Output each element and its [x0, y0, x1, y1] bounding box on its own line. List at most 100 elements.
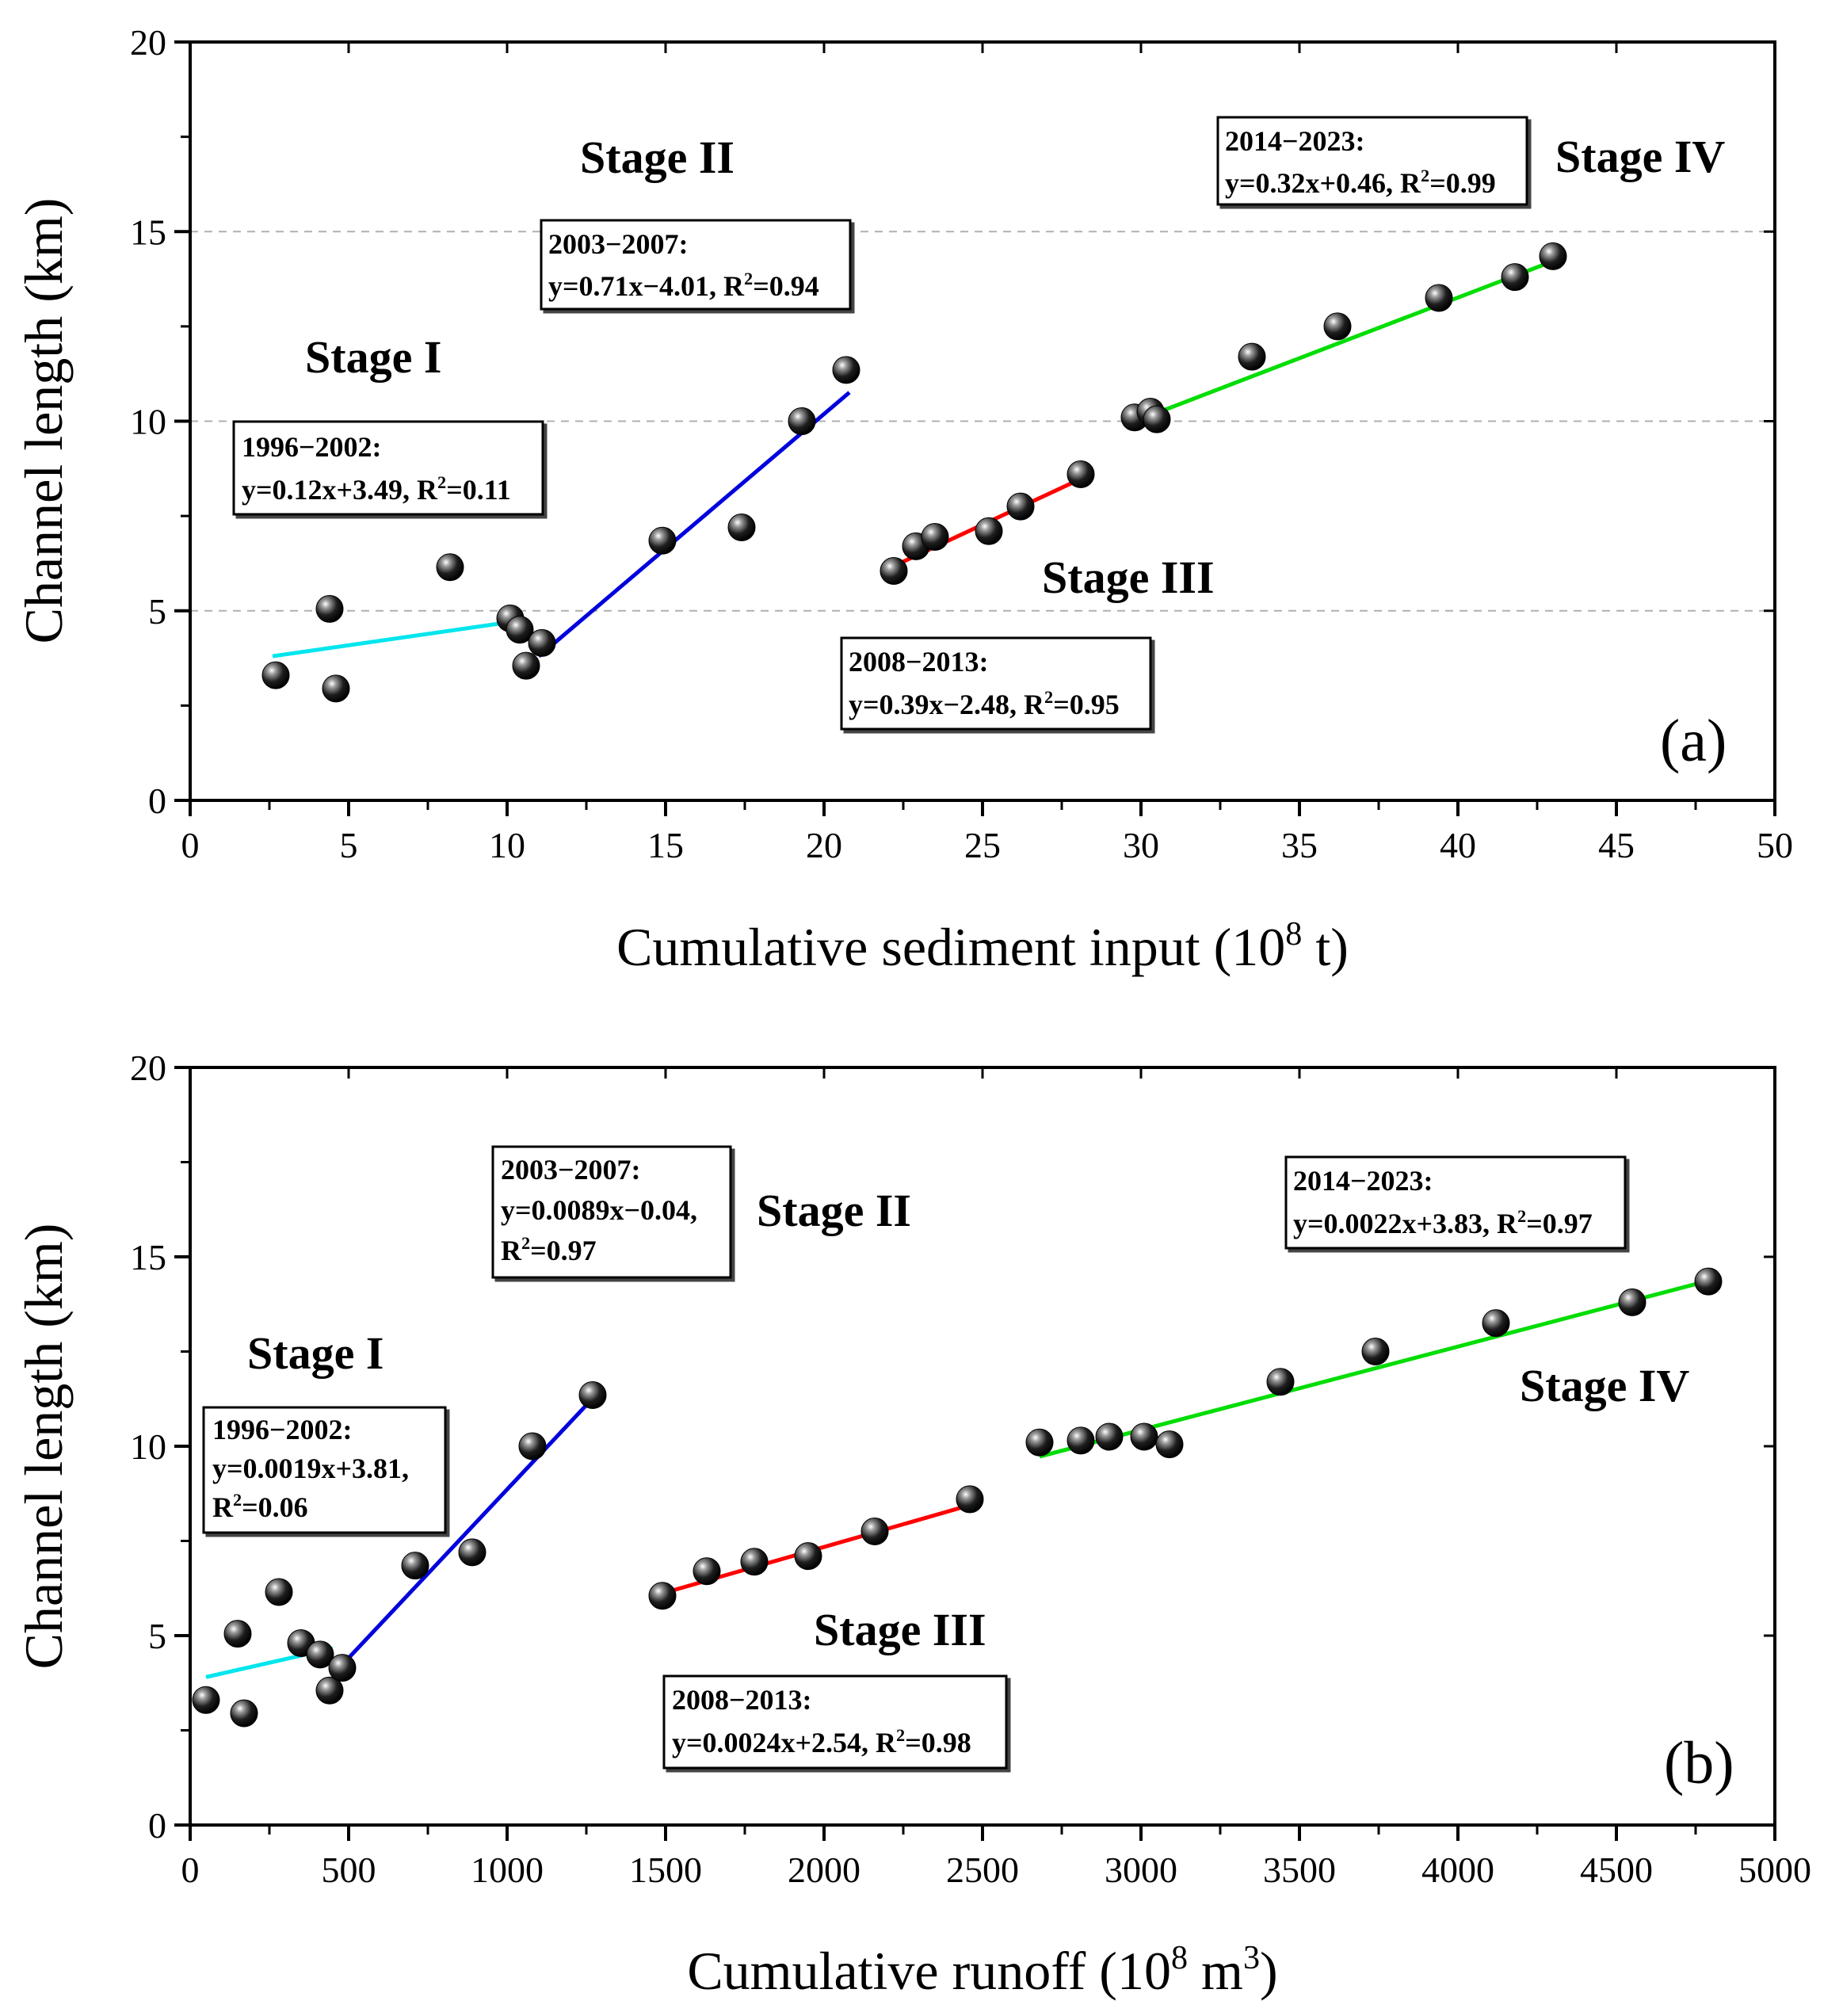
equation-box-iv-a: 2014−2023: y=0.32x+0.46, R2=0.99 — [1216, 116, 1528, 206]
x-tick-label-b: 1000 — [471, 1850, 544, 1890]
data-point-a — [1238, 342, 1266, 371]
equation-period-ii-b: 2003−2007: — [501, 1154, 641, 1186]
x-tick-label-b: 4000 — [1421, 1850, 1494, 1890]
x-tick-label-a: 40 — [1440, 825, 1476, 865]
data-point-a — [1006, 492, 1035, 521]
equation-box-iv-b: 2014−2023: y=0.0022x+3.83, R2=0.97 — [1284, 1155, 1627, 1250]
stage-label-i-a: Stage I — [305, 331, 441, 383]
stage-label-iii-b: Stage III — [814, 1604, 986, 1655]
data-point-a — [528, 628, 556, 657]
x-tick-label-b: 1500 — [629, 1850, 702, 1890]
y-tick-label-b: 5 — [148, 1616, 166, 1656]
x-tick-label-b: 4500 — [1580, 1850, 1653, 1890]
chart-panel-b: 0 500 1000 1500 2000 2500 3000 3500 4000 4500 5000… — [13, 1048, 1811, 2001]
x-tick-label-b: 5000 — [1738, 1850, 1811, 1890]
data-point-b — [306, 1640, 334, 1669]
data-point-a — [975, 517, 1003, 545]
data-point-b — [223, 1620, 252, 1648]
x-tick-label-a: 0 — [181, 825, 200, 865]
data-point-a — [1501, 263, 1529, 292]
data-point-a — [1323, 312, 1352, 341]
data-point-b — [518, 1432, 547, 1460]
data-point-a — [322, 674, 350, 703]
data-point-a — [921, 522, 949, 551]
data-point-a — [506, 616, 534, 644]
fit-line-stage-4-a — [1134, 257, 1560, 424]
equation-formula-iii-a: y=0.39x−2.48, R2=0.95 — [849, 687, 1120, 720]
equation-box-i-b: 1996−2002: y=0.0019x+3.81, R2=0.06 — [202, 1406, 447, 1534]
data-point-b — [1361, 1338, 1390, 1365]
equation-formula-i-b: y=0.0019x+3.81, — [212, 1453, 409, 1484]
x-tick-label-a: 10 — [489, 825, 525, 865]
ticks-b: 0 500 1000 1500 2000 2500 3000 3500 4000 4500 5000… — [130, 1048, 1811, 1890]
equation-formula-iii-b: y=0.0024x+2.54, R2=0.98 — [672, 1725, 971, 1758]
equation-r2-i-b: R2=0.06 — [212, 1490, 308, 1523]
data-point-b — [1066, 1426, 1095, 1455]
equation-formula-ii-b: y=0.0089x−0.04, — [501, 1194, 697, 1226]
equation-box-iii-a: 2008−2013: y=0.39x−2.48, R2=0.95 — [840, 636, 1152, 731]
y-axis-label-a: Channel length (km) — [13, 198, 74, 644]
data-point-a — [648, 526, 677, 555]
y-tick-label-a: 5 — [148, 591, 166, 632]
data-point-a — [1066, 460, 1095, 488]
y-axis-label-b: Channel length (km) — [13, 1224, 74, 1670]
data-point-a — [315, 594, 344, 623]
data-point-b — [1095, 1422, 1124, 1451]
equation-box-ii-b: 2003−2007: y=0.0089x−0.04, R2=0.97 — [491, 1145, 732, 1279]
x-tick-label-b: 2500 — [946, 1850, 1019, 1890]
equation-period-ii-a: 2003−2007: — [548, 228, 689, 260]
x-tick-label-a: 15 — [647, 825, 684, 865]
data-point-b — [265, 1578, 293, 1606]
data-point-b — [328, 1654, 357, 1682]
y-tick-label-a: 10 — [130, 402, 166, 442]
x-tick-label-a: 5 — [340, 825, 358, 865]
x-axis-label-b: Cumulative runoff (108 m3) — [687, 1939, 1277, 2001]
data-point-b — [315, 1676, 344, 1705]
data-point-b — [1618, 1288, 1646, 1316]
equation-formula-iv-a: y=0.32x+0.46, R2=0.99 — [1225, 166, 1496, 199]
data-point-b — [693, 1557, 721, 1586]
data-point-b — [1694, 1267, 1723, 1296]
equation-formula-i-a: y=0.12x+3.49, R2=0.11 — [242, 472, 511, 506]
data-point-a — [261, 661, 290, 689]
x-tick-label-a: 50 — [1757, 825, 1793, 865]
data-point-a — [880, 557, 908, 586]
data-point-b — [458, 1538, 487, 1567]
stage-label-ii-a: Stage II — [580, 132, 735, 183]
data-point-a — [727, 513, 756, 541]
data-points-a — [261, 242, 1567, 703]
equation-formula-ii-a: y=0.71x−4.01, R2=0.94 — [548, 269, 819, 302]
chart-panel-a: 0 5 10 15 20 25 30 35 40 45 50 0 5 10 15 20 Stage I Sta… — [13, 22, 1793, 977]
equation-formula-iv-b: y=0.0022x+3.83, R2=0.97 — [1293, 1206, 1593, 1239]
data-point-b — [740, 1548, 769, 1576]
data-point-a — [788, 407, 816, 435]
y-tick-label-b: 10 — [130, 1426, 166, 1467]
stage-label-i-b: Stage I — [247, 1327, 383, 1379]
stage-label-ii-b: Stage II — [757, 1185, 911, 1236]
y-tick-label-b: 0 — [148, 1805, 166, 1846]
fit-line-stage-2-b — [338, 1393, 597, 1670]
equation-period-iv-a: 2014−2023: — [1225, 125, 1365, 157]
x-axis-label-a: Cumulative sediment input (108 t) — [616, 915, 1349, 977]
y-tick-label-a: 0 — [148, 781, 166, 821]
y-tick-label-b: 15 — [130, 1237, 166, 1277]
equation-period-iii-b: 2008−2013: — [672, 1684, 812, 1716]
ticks-a: 0 5 10 15 20 25 30 35 40 45 50 0 5 10 15 20 — [130, 22, 1793, 865]
data-point-b — [860, 1518, 889, 1546]
data-point-a — [1143, 405, 1171, 433]
equation-box-i-a: 1996−2002: y=0.12x+3.49, R2=0.11 — [232, 420, 544, 516]
data-point-b — [1155, 1430, 1184, 1459]
data-points-b — [192, 1267, 1723, 1728]
panel-label-b: (b) — [1664, 1730, 1734, 1796]
x-tick-label-b: 500 — [322, 1850, 376, 1890]
data-point-b — [1482, 1309, 1510, 1338]
data-point-a — [436, 553, 464, 582]
x-tick-label-b: 0 — [181, 1850, 200, 1890]
data-point-a — [1539, 242, 1567, 270]
data-point-b — [401, 1552, 429, 1580]
data-point-b — [794, 1542, 822, 1571]
equation-box-iii-b: 2008−2013: y=0.0024x+2.54, R2=0.98 — [662, 1674, 1008, 1770]
y-tick-label-a: 15 — [130, 212, 166, 252]
x-tick-label-a: 20 — [806, 825, 842, 865]
